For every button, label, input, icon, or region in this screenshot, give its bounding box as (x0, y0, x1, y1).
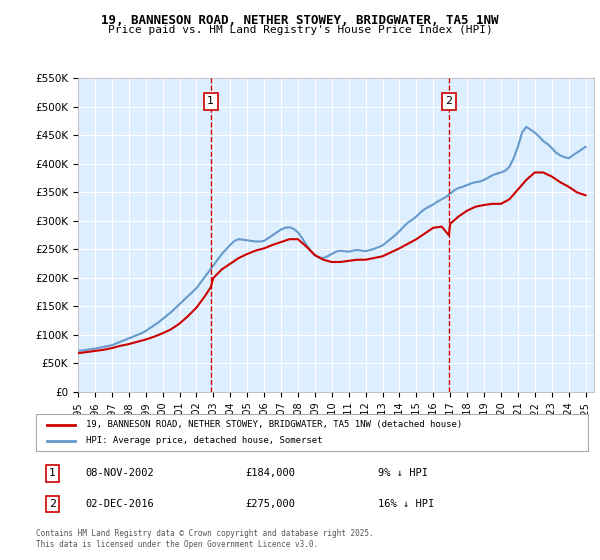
Text: 08-NOV-2002: 08-NOV-2002 (86, 468, 154, 478)
Text: Contains HM Land Registry data © Crown copyright and database right 2025.
This d: Contains HM Land Registry data © Crown c… (36, 529, 374, 549)
Text: 02-DEC-2016: 02-DEC-2016 (86, 499, 154, 509)
Text: 2: 2 (49, 499, 56, 509)
Text: £275,000: £275,000 (246, 499, 296, 509)
Text: 1: 1 (208, 96, 214, 106)
Text: 19, BANNESON ROAD, NETHER STOWEY, BRIDGWATER, TA5 1NW (detached house): 19, BANNESON ROAD, NETHER STOWEY, BRIDGW… (86, 420, 462, 429)
Text: 9% ↓ HPI: 9% ↓ HPI (378, 468, 428, 478)
Text: 1: 1 (49, 468, 56, 478)
Text: 19, BANNESON ROAD, NETHER STOWEY, BRIDGWATER, TA5 1NW: 19, BANNESON ROAD, NETHER STOWEY, BRIDGW… (101, 14, 499, 27)
Text: 16% ↓ HPI: 16% ↓ HPI (378, 499, 434, 509)
Text: 2: 2 (445, 96, 452, 106)
Text: £184,000: £184,000 (246, 468, 296, 478)
Text: Price paid vs. HM Land Registry's House Price Index (HPI): Price paid vs. HM Land Registry's House … (107, 25, 493, 35)
Text: HPI: Average price, detached house, Somerset: HPI: Average price, detached house, Some… (86, 436, 322, 445)
